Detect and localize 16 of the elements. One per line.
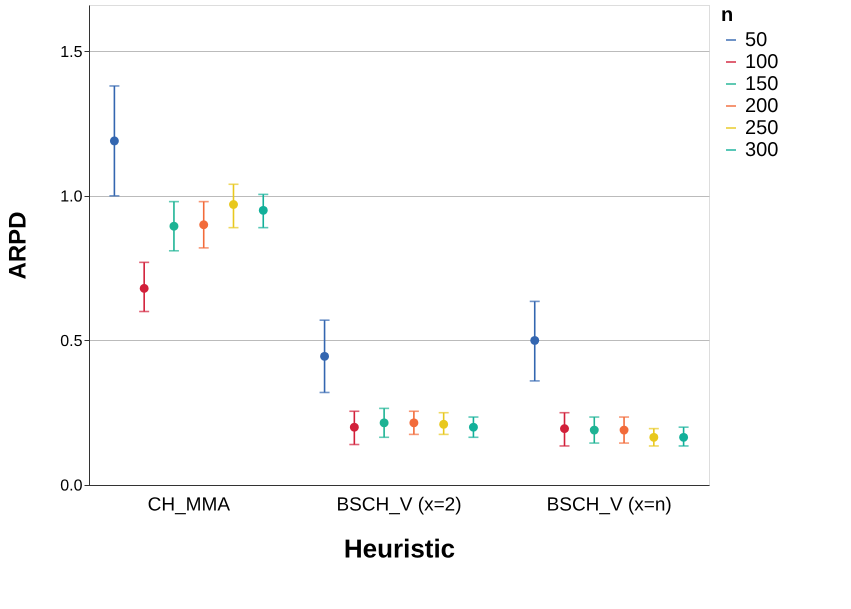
legend-label: 150: [745, 73, 778, 95]
x-tick-label: CH_MMA: [148, 494, 230, 516]
legend-label: 50: [745, 29, 768, 51]
x-tick-label: BSCH_V (x=n): [546, 494, 672, 516]
legend-label: 300: [745, 139, 778, 161]
legend-label: 100: [745, 51, 778, 73]
y-tick-label: 1.0: [60, 188, 83, 206]
y-tick-label: 1.5: [60, 44, 83, 61]
y-tick-label: 0.5: [60, 332, 83, 350]
x-axis-title: Heuristic: [344, 534, 456, 564]
x-tick-label: BSCH_V (x=2): [336, 494, 462, 516]
legend-label: 200: [745, 95, 778, 117]
y-axis-title: ARPD: [4, 211, 32, 280]
y-tick-label: 0.0: [60, 478, 83, 494]
legend-label: 250: [745, 117, 778, 139]
legend-title: n: [721, 4, 734, 26]
